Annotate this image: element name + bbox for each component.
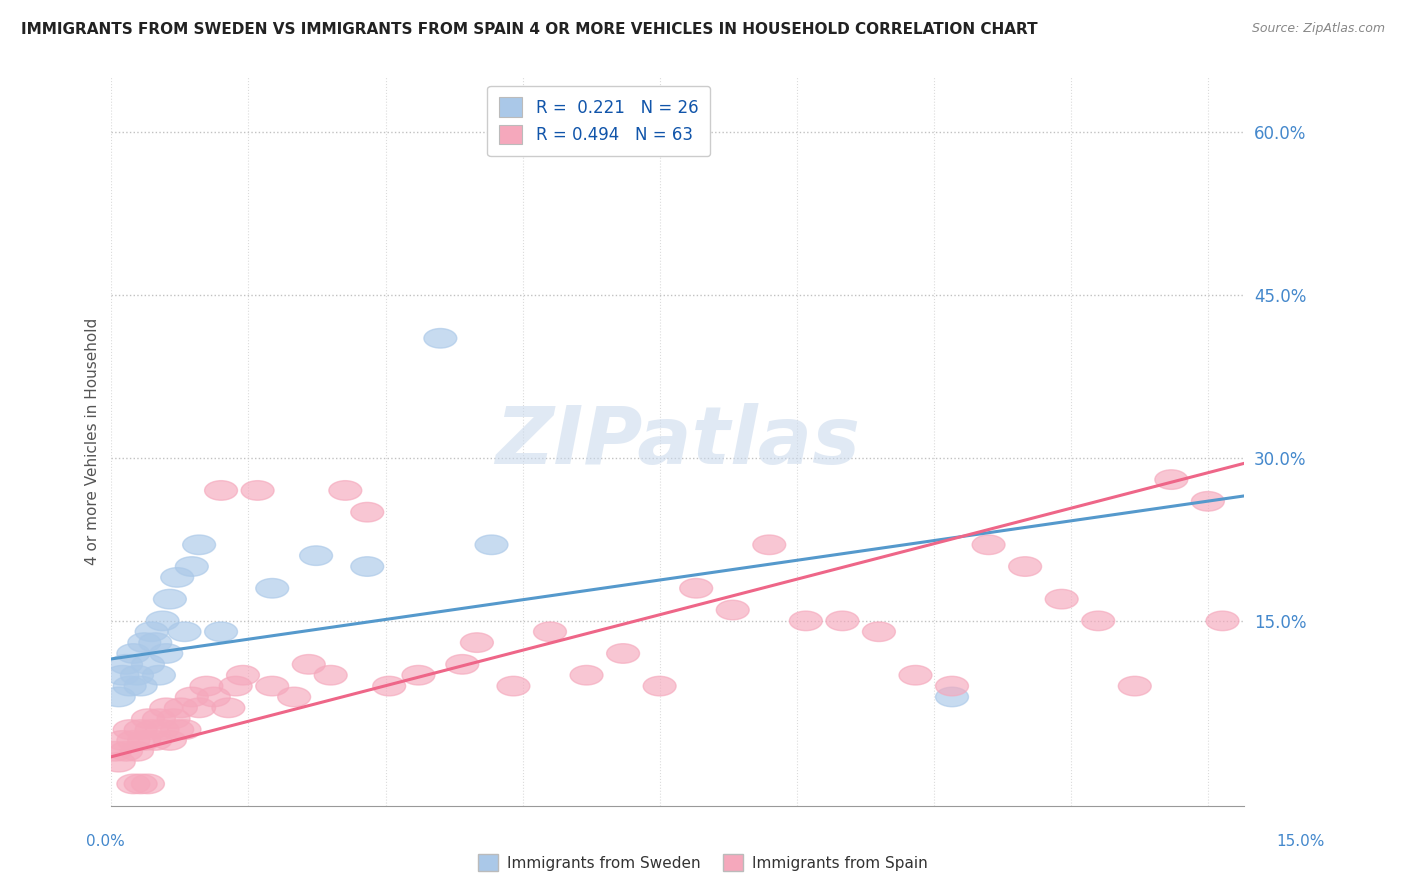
Ellipse shape [315,665,347,685]
Ellipse shape [1191,491,1225,511]
Ellipse shape [160,567,194,587]
Ellipse shape [146,720,179,739]
Text: 15.0%: 15.0% [1277,834,1324,849]
Ellipse shape [352,502,384,522]
Ellipse shape [183,535,215,555]
Legend: R =  0.221   N = 26, R = 0.494   N = 63: R = 0.221 N = 26, R = 0.494 N = 63 [488,86,710,156]
Ellipse shape [446,655,478,674]
Ellipse shape [1045,590,1078,609]
Ellipse shape [114,676,146,696]
Ellipse shape [128,731,160,750]
Ellipse shape [402,665,434,685]
Y-axis label: 4 or more Vehicles in Household: 4 or more Vehicles in Household [86,318,100,566]
Ellipse shape [256,579,288,598]
Ellipse shape [352,557,384,576]
Ellipse shape [329,481,361,500]
Ellipse shape [475,535,508,555]
Ellipse shape [142,665,176,685]
Ellipse shape [110,655,142,674]
Ellipse shape [292,655,325,674]
Ellipse shape [135,720,169,739]
Ellipse shape [142,709,176,729]
Ellipse shape [205,481,238,500]
Text: 0.0%: 0.0% [86,834,125,849]
Ellipse shape [124,720,157,739]
Ellipse shape [117,644,150,664]
Ellipse shape [299,546,333,566]
Ellipse shape [569,665,603,685]
Ellipse shape [121,665,153,685]
Ellipse shape [117,731,150,750]
Ellipse shape [169,622,201,641]
Ellipse shape [496,676,530,696]
Ellipse shape [128,632,160,652]
Ellipse shape [153,590,187,609]
Ellipse shape [825,611,859,631]
Ellipse shape [150,644,183,664]
Ellipse shape [1081,611,1115,631]
Ellipse shape [132,774,165,794]
Text: IMMIGRANTS FROM SWEDEN VS IMMIGRANTS FROM SPAIN 4 OR MORE VEHICLES IN HOUSEHOLD : IMMIGRANTS FROM SWEDEN VS IMMIGRANTS FRO… [21,22,1038,37]
Ellipse shape [139,632,172,652]
Ellipse shape [124,676,157,696]
Ellipse shape [935,687,969,706]
Ellipse shape [132,709,165,729]
Text: ZIPatlas: ZIPatlas [495,402,860,481]
Ellipse shape [278,687,311,706]
Ellipse shape [1206,611,1239,631]
Ellipse shape [105,665,139,685]
Ellipse shape [752,535,786,555]
Ellipse shape [105,731,139,750]
Ellipse shape [153,731,187,750]
Ellipse shape [205,622,238,641]
Ellipse shape [169,720,201,739]
Ellipse shape [197,687,231,706]
Ellipse shape [219,676,252,696]
Ellipse shape [190,676,224,696]
Ellipse shape [114,720,146,739]
Ellipse shape [533,622,567,641]
Ellipse shape [679,579,713,598]
Ellipse shape [935,676,969,696]
Ellipse shape [789,611,823,631]
Ellipse shape [1154,470,1188,490]
Ellipse shape [98,741,132,761]
Ellipse shape [183,698,215,717]
Ellipse shape [165,698,197,717]
Ellipse shape [898,665,932,685]
Ellipse shape [132,655,165,674]
Ellipse shape [139,731,172,750]
Ellipse shape [124,774,157,794]
Ellipse shape [716,600,749,620]
Ellipse shape [226,665,260,685]
Ellipse shape [110,741,142,761]
Ellipse shape [103,752,135,772]
Ellipse shape [157,709,190,729]
Ellipse shape [460,632,494,652]
Ellipse shape [862,622,896,641]
Legend: Immigrants from Sweden, Immigrants from Spain: Immigrants from Sweden, Immigrants from … [472,848,934,877]
Ellipse shape [146,611,179,631]
Ellipse shape [256,676,288,696]
Ellipse shape [212,698,245,717]
Ellipse shape [606,644,640,664]
Ellipse shape [160,720,194,739]
Ellipse shape [643,676,676,696]
Ellipse shape [176,687,208,706]
Ellipse shape [1008,557,1042,576]
Ellipse shape [373,676,405,696]
Ellipse shape [150,698,183,717]
Ellipse shape [972,535,1005,555]
Ellipse shape [423,328,457,348]
Ellipse shape [121,741,153,761]
Ellipse shape [176,557,208,576]
Ellipse shape [103,687,135,706]
Ellipse shape [242,481,274,500]
Ellipse shape [1118,676,1152,696]
Text: Source: ZipAtlas.com: Source: ZipAtlas.com [1251,22,1385,36]
Ellipse shape [117,774,150,794]
Ellipse shape [135,622,169,641]
